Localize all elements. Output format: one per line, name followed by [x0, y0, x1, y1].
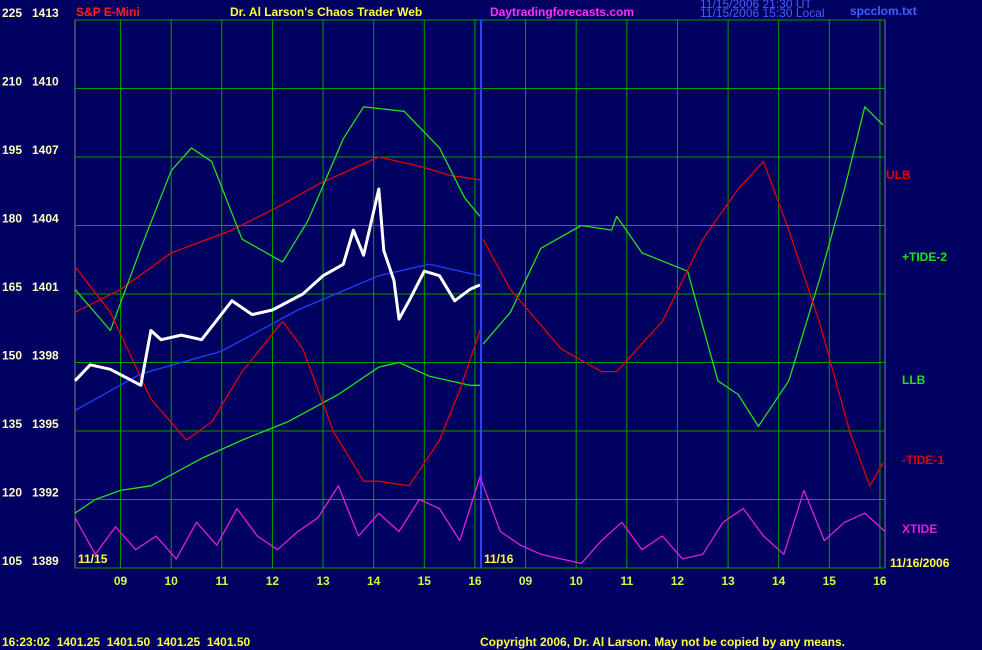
copyright: Copyright 2006, Dr. Al Larson. May not b… [480, 635, 845, 649]
x-tick-label: 13 [316, 574, 330, 588]
y-tick-label: 1407 [32, 143, 59, 157]
y-tick-label: 1401 [32, 280, 59, 294]
y-tick-label: 1404 [32, 212, 59, 226]
x-tick-label: 10 [165, 574, 179, 588]
timestamp: 11/15/2006 15:30 Local [700, 6, 825, 20]
y-tick-label: 1398 [32, 349, 59, 363]
series-label: LLB [902, 373, 926, 387]
series-line [74, 106, 884, 428]
series-label: +TIDE-2 [902, 250, 947, 264]
price-line [73, 187, 481, 387]
x-tick-label: 09 [519, 574, 533, 588]
y-tick-label: 1395 [32, 417, 59, 431]
date-label: 11/16 [484, 552, 514, 566]
series-label: ULB [886, 168, 911, 182]
y2-tick-label: 225 [2, 6, 22, 20]
y2-tick-label: 165 [2, 280, 22, 294]
y-tick-label: 1389 [32, 554, 59, 568]
x-tick-label: 11 [215, 574, 228, 588]
website: Daytradingforecasts.com [490, 5, 634, 19]
y-tick-label: 1392 [32, 486, 59, 500]
y2-tick-label: 105 [2, 554, 22, 568]
y2-tick-label: 180 [2, 212, 22, 226]
y-tick-label: 1410 [32, 75, 59, 89]
x-tick-label: 13 [721, 574, 735, 588]
x-tick-label: 09 [114, 574, 128, 588]
y-tick-label: 1413 [32, 6, 59, 20]
x-tick-label: 16 [873, 574, 887, 588]
series-line [74, 361, 480, 514]
series-label: -TIDE-1 [902, 453, 944, 467]
x-tick-label: 14 [772, 574, 786, 588]
timestamp: 11/15/2006 21:30 UT [700, 0, 813, 11]
x-tick-label: 16 [468, 574, 482, 588]
x-tick-label: 10 [570, 574, 584, 588]
y2-tick-label: 150 [2, 349, 22, 363]
x-tick-label: 12 [671, 574, 685, 588]
y2-tick-label: 195 [2, 143, 22, 157]
file-name: spcclom.txt [850, 4, 917, 18]
chart-title: Dr. Al Larson's Chaos Trader Web [230, 5, 422, 19]
series-line [74, 160, 884, 487]
symbol: S&P E-Mini [76, 5, 140, 19]
y2-tick-label: 210 [2, 75, 22, 89]
y2-tick-label: 120 [2, 486, 22, 500]
x-tick-label: 14 [367, 574, 381, 588]
x-tick-label: 11 [620, 574, 633, 588]
x-tick-label: 15 [823, 574, 837, 588]
x-tick-label: 12 [266, 574, 280, 588]
x-tick-label: 15 [418, 574, 432, 588]
y2-tick-label: 135 [2, 417, 22, 431]
series-label: XTIDE [902, 522, 937, 536]
status-line: 16:23:02 1401.25 1401.50 1401.25 1401.50 [2, 635, 251, 649]
series-line [74, 476, 886, 565]
date-label: 11/15 [78, 552, 108, 566]
end-date: 11/16/2006 [890, 556, 950, 570]
average-line [74, 263, 481, 411]
series-line [74, 156, 481, 313]
